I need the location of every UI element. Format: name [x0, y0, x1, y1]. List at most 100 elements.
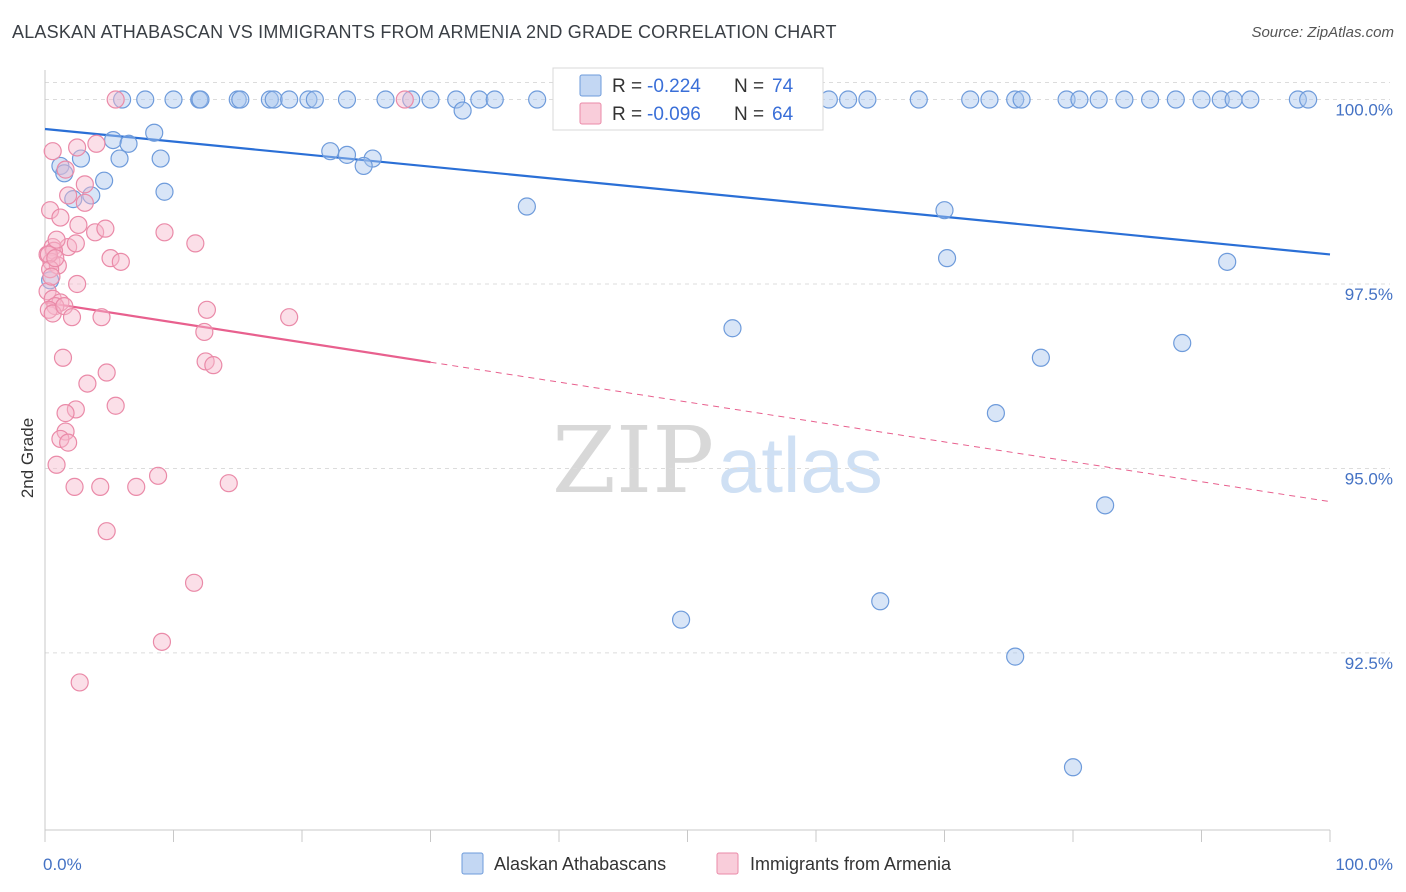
athabascan-point-4 — [191, 90, 210, 109]
athabascan-point-36 — [1115, 90, 1134, 109]
armenia-point-34 — [280, 308, 299, 327]
armenia-point-63 — [42, 267, 61, 286]
armenia-point-5 — [56, 160, 75, 179]
armenia-point-2 — [68, 138, 87, 157]
axes: 92.5% 95.0% 97.5% 100.0% — [44, 70, 1393, 842]
athabascan-point-52 — [110, 149, 129, 168]
armenia-point-13 — [96, 219, 115, 238]
stats-n-value-2: 64 — [772, 104, 794, 125]
armenia-point-60 — [41, 260, 60, 279]
athabascan-point-12 — [337, 90, 357, 109]
athabascan-point-62 — [354, 156, 373, 176]
armenia-point-50 — [127, 477, 146, 496]
athabascan-point-7 — [260, 90, 279, 109]
athabascan-point-44 — [1299, 90, 1318, 109]
athabascan-point-9 — [280, 90, 299, 109]
athabascan-point-58 — [155, 182, 174, 201]
armenia-point-43 — [56, 404, 75, 423]
athabascan-point-30 — [980, 90, 999, 109]
armenia-point-36 — [53, 348, 73, 367]
athabascan-point-35 — [1089, 90, 1108, 109]
athabascan-point-43 — [1288, 90, 1307, 109]
athabascan-point-29 — [961, 90, 980, 109]
armenia-point-53 — [97, 522, 116, 541]
athabascan-point-56 — [95, 171, 114, 190]
stats-swatch-blue — [579, 74, 602, 97]
grid — [45, 82, 1390, 654]
athabascan-point-13 — [376, 90, 395, 109]
athabascan-point-42 — [1241, 90, 1260, 109]
stats-swatch-pink — [579, 102, 602, 125]
athabascan-point-64 — [937, 249, 957, 268]
trend-line-blue — [44, 127, 1331, 256]
armenia-point-38 — [204, 356, 223, 375]
armenia-point-11 — [69, 215, 88, 235]
athabascan-point-33 — [1057, 90, 1076, 109]
armenia-point-9 — [41, 201, 60, 220]
athabascan-point-61 — [337, 145, 357, 164]
y-tick-label-0: 92.5% — [1345, 654, 1393, 673]
y-tick-label-2: 97.5% — [1345, 285, 1393, 304]
legend-swatch-blue — [461, 852, 484, 875]
athabascan-point-0 — [112, 90, 132, 109]
armenia-point-15 — [186, 234, 205, 253]
athabascan-point-69 — [986, 404, 1006, 423]
armenia-point-10 — [51, 208, 70, 227]
athabascan-point-8 — [264, 90, 283, 109]
armenia-point-56 — [70, 673, 89, 692]
armenia-point-6 — [75, 175, 94, 194]
armenia-point-54 — [184, 573, 204, 592]
stats-r-label-1: R = — [612, 76, 642, 97]
armenia-point-0 — [106, 90, 125, 109]
athabascan-point-73 — [1006, 647, 1025, 666]
athabascan-point-38 — [1166, 90, 1185, 109]
armenia-point-48 — [65, 477, 84, 496]
athabascan-point-19 — [528, 90, 547, 109]
athabascan-point-70 — [1096, 496, 1115, 515]
athabascan-point-39 — [1192, 90, 1211, 109]
athabascan-point-17 — [470, 90, 489, 109]
armenia-point-40 — [78, 374, 97, 393]
armenia-point-14 — [155, 223, 174, 242]
stats-r-value-2: -0.096 — [647, 104, 701, 125]
armenia-point-32 — [92, 308, 111, 327]
armenia-point-7 — [59, 186, 78, 205]
stats-n-label-1: N = — [734, 76, 764, 97]
legend-swatch-pink — [716, 852, 739, 875]
armenia-point-21 — [101, 249, 120, 268]
armenia-point-62 — [62, 308, 82, 327]
armenia-point-22 — [111, 252, 130, 271]
athabascan-point-68 — [1173, 333, 1192, 353]
chart-title: ALASKAN ATHABASCAN VS IMMIGRANTS FROM AR… — [12, 22, 837, 42]
stats-r-value-1: -0.224 — [647, 76, 701, 97]
armenia-point-1 — [395, 90, 414, 109]
armenia-point-49 — [91, 477, 110, 496]
athabascan-point-16 — [447, 90, 466, 109]
armenia-point-58 — [47, 230, 66, 249]
athabascan-point-32 — [1012, 90, 1031, 109]
source-credit: Source: ZipAtlas.com — [1251, 24, 1394, 41]
athabascan-point-31 — [1006, 90, 1025, 109]
athabascan-point-49 — [321, 142, 340, 161]
armenia-point-46 — [59, 433, 78, 452]
armenia-point-3 — [87, 134, 106, 153]
armenia-point-42 — [66, 400, 85, 419]
stats-legend: R = -0.224 N = 74 R = -0.096 N = 64 — [552, 67, 824, 131]
armenia-point-51 — [148, 466, 168, 485]
stats-r-label-2: R = — [612, 104, 642, 125]
stats-n-value-1: 74 — [772, 76, 794, 97]
athabascan-point-48 — [119, 134, 138, 153]
watermark-atlas: atlas — [718, 421, 883, 509]
armenia-point-4 — [43, 142, 62, 161]
trend-line-pink-dashed — [430, 361, 1331, 503]
armenia-point-47 — [47, 455, 66, 474]
armenia-point-41 — [106, 396, 125, 415]
athabascan-point-26 — [839, 90, 858, 109]
athabascan-point-65 — [1218, 252, 1237, 271]
armenia-point-55 — [152, 632, 172, 651]
athabascan-point-34 — [1070, 90, 1089, 109]
athabascan-point-37 — [1140, 90, 1160, 109]
y-axis-label: 2nd Grade — [18, 418, 37, 498]
armenia-point-33 — [197, 300, 217, 319]
athabascan-point-18 — [485, 90, 504, 109]
